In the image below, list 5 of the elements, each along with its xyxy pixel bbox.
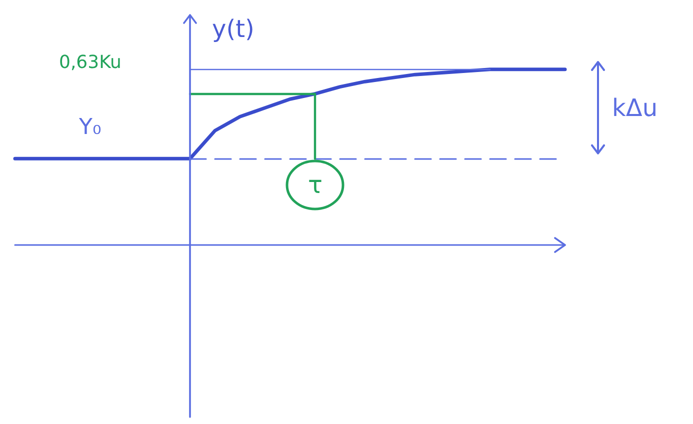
annotation: τ: [308, 170, 322, 199]
ref-line-label: Y₀: [79, 114, 102, 140]
ref-line-label: 0,63Ku: [59, 52, 122, 73]
text: kΔu: [612, 94, 658, 122]
y-axis-title: y(t): [212, 15, 254, 43]
